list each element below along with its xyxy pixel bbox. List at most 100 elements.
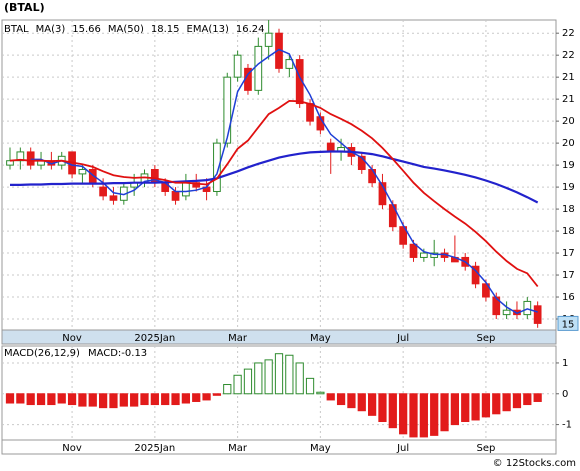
macd-bar [161,393,170,406]
macd-bar [16,393,25,404]
y-tick-label: 18 [562,226,575,237]
macd-bar [57,393,66,404]
macd-bar [430,393,439,436]
macd-bar [399,393,408,435]
y-tick-label: 21 [562,94,575,105]
legend-label: EMA(13) [187,24,229,35]
x-tick-label: 2025Jan [134,333,175,344]
macd-bar [336,393,346,406]
x-tick-label: Mar [228,443,248,454]
candle-body [409,243,418,258]
macd-bar [274,353,284,395]
macd-bar [223,384,232,395]
macd-bar [316,391,325,395]
macd-bar [295,362,304,395]
y-tick-label: 17 [562,270,575,281]
legend-label: MACD:-0.13 [88,348,147,359]
candle-body [430,252,439,258]
candle-body [109,195,118,201]
macd-bar [326,393,335,401]
x-tick-label: Sep [476,333,495,344]
macd-bar [181,393,191,404]
x-tick-label: Nov [62,333,82,344]
macd-bar [440,393,449,432]
macd-bar [212,393,222,396]
y-tick-label: 19 [562,182,575,193]
y-tick-label: 1 [562,358,568,369]
macd-bar [367,393,377,416]
y-tick-label: 22 [562,50,575,61]
macd-bar [419,393,428,438]
legend-value: 15.66 [72,24,101,35]
legend-label: MA(3) [36,24,66,35]
macd-bar [243,368,253,395]
x-tick-label: Jul [396,333,409,344]
macd-bar [192,393,201,402]
ma-line [10,150,539,204]
candle-body [378,182,387,206]
macd-bar [67,393,77,406]
y-tick-label: 20 [562,116,575,127]
y-tick-label: 20 [562,138,575,149]
candle-body [6,160,14,166]
candle-body [171,190,180,201]
macd-bar [305,377,315,395]
ma-line [9,99,539,288]
macd-bar [461,393,470,423]
chart-title: (BTAL) [4,1,45,14]
candle-body [419,252,428,258]
macd-bar [140,393,149,406]
candle-body [78,169,87,175]
x-tick-label: 2025Jan [134,443,175,454]
y-tick-label: 18 [562,204,575,215]
x-tick-label: Sep [476,443,495,454]
macd-bar [264,359,273,395]
candle-body [192,182,201,188]
macd-bar [130,393,139,407]
candle-body [357,155,366,171]
candle-body [368,169,376,184]
x-tick-label: Jul [396,443,409,454]
last-price-label: 15 [562,319,575,330]
y-tick-label: 17 [562,248,575,259]
macd-bar [492,393,501,415]
x-tick-label: Mar [228,333,248,344]
macd-bar [512,393,522,409]
macd-bar [388,393,397,429]
candle-body [182,182,190,197]
legend-label: MA(50) [108,24,144,35]
x-tick-label: May [310,333,331,344]
macd-bar [36,393,46,406]
y-tick-label: 19 [562,160,575,171]
y-tick-label: 0 [562,389,568,400]
ma-line [30,48,538,315]
legend-value: 16.24 [236,24,265,35]
macd-bar [471,393,480,421]
candle-body [99,186,107,197]
legend-value: 18.15 [151,24,180,35]
candle-body [213,142,221,192]
candle-body [264,32,273,47]
axis-strip [1,329,557,345]
legend-label: BTAL [4,24,29,35]
macd-bar [357,393,366,412]
macd-bar [202,393,211,401]
macd-bar [523,393,532,406]
x-tick-label: May [310,443,331,454]
macd-bar [378,393,387,423]
candle-body [306,103,314,122]
candle-body [285,59,294,69]
macd-bar [109,393,118,409]
y-tick-label: -1 [562,420,572,431]
macd-bar [233,374,242,395]
macd-bar [26,393,35,406]
candle-body [223,76,232,144]
candle-body [254,45,263,91]
macd-bar [347,393,356,409]
candle-body [26,151,35,166]
y-tick-label: 21 [562,72,575,83]
macd-bar [98,393,108,409]
candle-body [533,305,542,324]
macd-bar [119,393,128,407]
